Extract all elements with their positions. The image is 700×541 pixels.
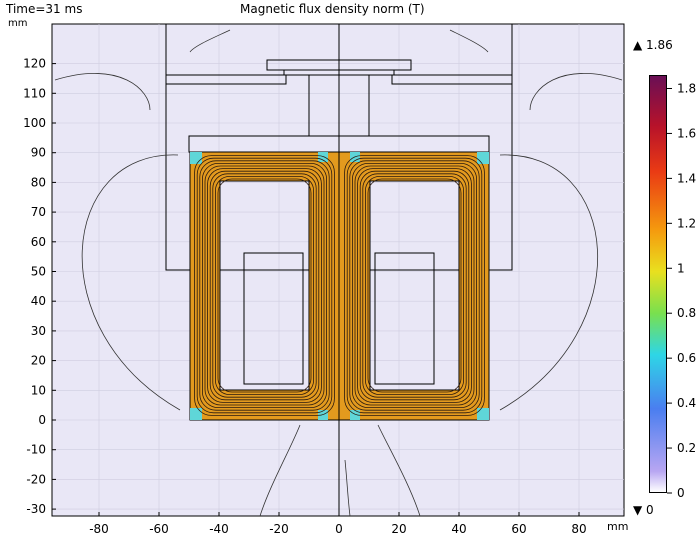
flux-loop (194, 155, 335, 416)
field-line-tr (529, 73, 623, 111)
field-line-top-r (449, 29, 489, 53)
flux-loop (209, 170, 320, 401)
coils (243, 252, 435, 385)
x-tick-label: 0 (335, 522, 343, 536)
colorbar-tick-label: 1 (677, 261, 685, 275)
field-line-bot-l (259, 424, 301, 517)
y-tick-label: 50 (31, 265, 46, 279)
x-tick-label: -80 (89, 522, 109, 536)
field-line-tl (54, 73, 151, 111)
y-axis-unit: mm (8, 18, 28, 29)
field-line-right (499, 154, 598, 411)
flux-loop (349, 160, 480, 411)
y-tick-label: 100 (23, 116, 46, 130)
core-corner-tl (190, 152, 202, 164)
y-tick-label: -10 (26, 443, 46, 457)
y-tick-label: 40 (31, 294, 46, 308)
flux-loop (207, 168, 322, 403)
x-tick-label: 80 (571, 522, 586, 536)
flux-loop (196, 157, 333, 414)
colorbar-tick-label: 0.6 (677, 351, 696, 365)
x-tick-label: -60 (149, 522, 169, 536)
flux-loop (364, 175, 464, 395)
coil-right (374, 252, 435, 385)
x-tick-labels: -80 -60 -40 -20 0 20 40 60 80 (89, 512, 587, 536)
field-line-bot-c (344, 459, 351, 517)
flux-loop (214, 175, 314, 395)
plot-title: Magnetic flux density norm (T) (240, 2, 425, 16)
x-tick-label: 20 (391, 522, 406, 536)
colorbar-tick-label: 1.6 (677, 126, 696, 140)
flux-loop (346, 157, 483, 414)
flux-loop (351, 162, 477, 408)
field-line-bot-r (377, 424, 421, 517)
flux-loop (217, 178, 312, 393)
y-tick-label: 120 (23, 57, 46, 71)
field-line-top-l (189, 29, 231, 53)
flux-loop (204, 165, 325, 406)
flux-lines (194, 155, 485, 416)
y-tick-label: -30 (26, 502, 46, 516)
flux-loop (362, 173, 467, 398)
colorbar-tick-label: 0.8 (677, 306, 696, 320)
x-tick-label: 40 (451, 522, 466, 536)
flux-loop (357, 168, 472, 403)
right-arm (391, 74, 513, 85)
coil-left (243, 252, 304, 385)
flux-loop (199, 160, 330, 411)
outer-field-lines (54, 29, 623, 517)
flux-loop (367, 178, 462, 393)
y-tick-label: 60 (31, 235, 46, 249)
time-label: Time=31 ms (6, 2, 83, 16)
y-tick-label: 0 (38, 413, 46, 427)
core-corner-bl (190, 408, 202, 420)
x-tick-label: -40 (209, 522, 229, 536)
y-tick-label: 70 (31, 205, 46, 219)
colorbar-tick-label: 0 (677, 486, 685, 500)
field-line-left (81, 154, 181, 411)
core-center-bot-r (350, 410, 360, 420)
colorbar-tick-labels: 1.8 1.6 1.4 1.2 1 0.8 0.6 0.4 0.2 0 (667, 81, 696, 500)
y-tick-label: 30 (31, 324, 46, 338)
colorbar-tick-label: 1.4 (677, 171, 696, 185)
core-center-top-l (318, 152, 328, 162)
flux-loop (359, 170, 470, 401)
y-tick-label: 110 (23, 86, 46, 100)
colorbar-tick-label: 0.4 (677, 396, 696, 410)
core-corner-tr (477, 152, 489, 164)
flux-loop (212, 173, 317, 398)
flux-loop (201, 162, 327, 408)
core-corner-br (477, 408, 489, 420)
flux-loop (354, 165, 475, 406)
colorbar-max-label: ▲ 1.86 (633, 38, 673, 52)
colorbar (649, 75, 667, 493)
x-tick-label: 60 (511, 522, 526, 536)
y-tick-label: 10 (31, 383, 46, 397)
y-tick-label: 80 (31, 175, 46, 189)
left-arm (165, 74, 287, 85)
y-tick-label: 90 (31, 146, 46, 160)
colorbar-tick-label: 0.2 (677, 441, 696, 455)
y-tick-label: -20 (26, 472, 46, 486)
colorbar-tick-label: 1.2 (677, 216, 696, 230)
colorbar-tick-label: 1.8 (677, 81, 696, 95)
flux-loop (344, 155, 485, 416)
colorbar-min-label: ▼ 0 (633, 503, 654, 517)
x-tick-label: -20 (269, 522, 289, 536)
y-tick-label: 20 (31, 354, 46, 368)
x-axis-unit: mm (607, 520, 629, 533)
